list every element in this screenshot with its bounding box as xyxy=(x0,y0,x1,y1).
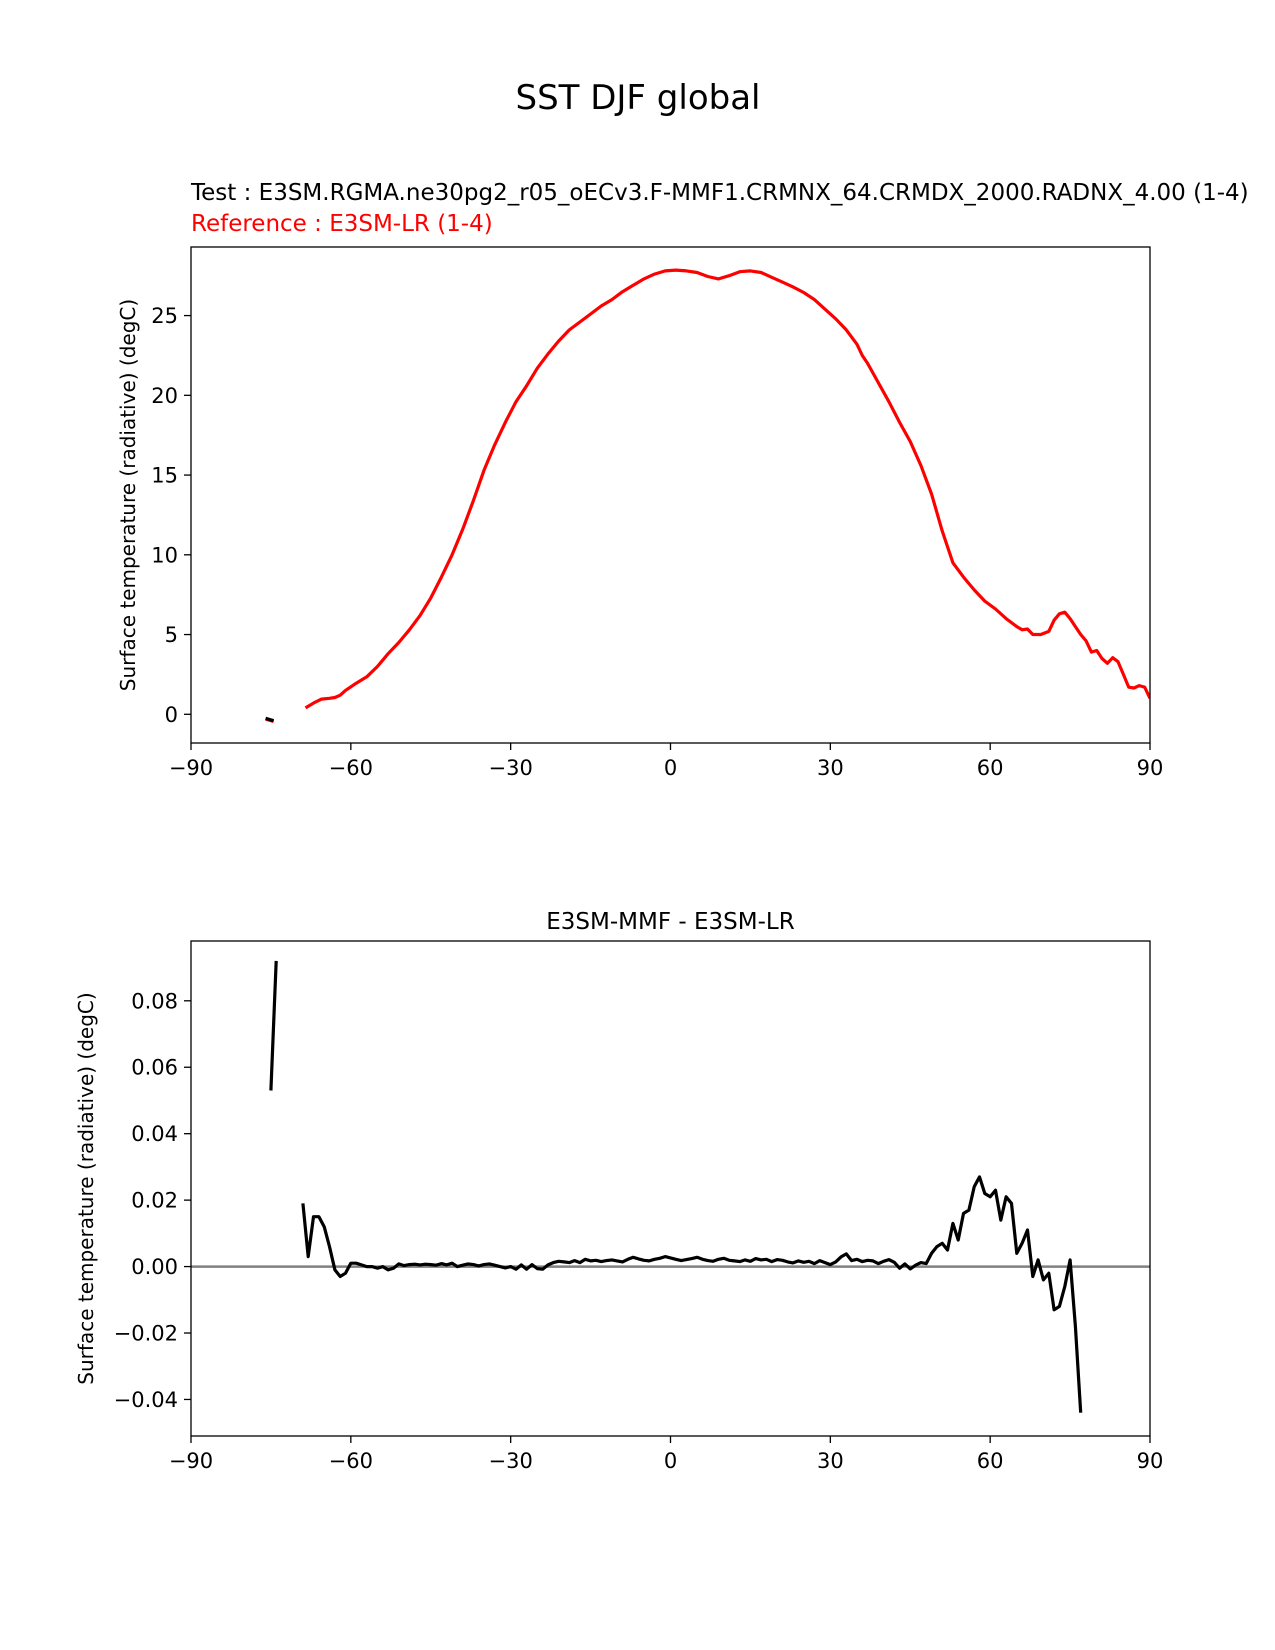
y-tick-label: −0.02 xyxy=(114,1322,178,1346)
x-tick-label: 0 xyxy=(664,756,677,780)
x-tick-label: 90 xyxy=(1137,1449,1164,1473)
x-tick-label: 30 xyxy=(817,756,844,780)
y-tick-label: 0.02 xyxy=(131,1189,178,1213)
x-tick-label: −30 xyxy=(489,756,533,780)
y-tick-label: 5 xyxy=(165,623,178,647)
series-line-1-segment-2 xyxy=(301,1175,1083,1413)
figure-title: SST DJF global xyxy=(515,78,760,118)
y-axis-label: Surface temperature (radiative) (degC) xyxy=(116,299,140,691)
reference-subtitle: Reference : E3SM-LR (1-4) xyxy=(191,211,493,237)
x-tick-label: 30 xyxy=(817,1449,844,1473)
series-line-1-segment-1 xyxy=(269,960,278,1091)
x-tick-label: −60 xyxy=(329,1449,373,1473)
x-tick-label: −30 xyxy=(489,1449,533,1473)
chart-panel-2: −90 −60 −30 0 30 60 90 −0.04 −0.02 0.00 0.02 0.04 0.… xyxy=(74,909,1163,1473)
y-tick-label: 0.04 xyxy=(131,1122,178,1146)
series-line-2-segment-1 xyxy=(265,716,275,723)
y-tick-label: 0.08 xyxy=(131,989,178,1013)
y-tick-label: 0 xyxy=(165,703,178,727)
y-tick-label: 0.00 xyxy=(131,1255,178,1279)
panel-title: E3SM-MMF - E3SM-LR xyxy=(546,909,794,935)
chart-panel-1: −90 −60 −30 0 30 60 90 0 5 10 15 20 25 Surface temper… xyxy=(116,180,1249,780)
x-tick-label: −60 xyxy=(329,756,373,780)
x-tick-label: 60 xyxy=(977,756,1004,780)
y-tick-label: 0.06 xyxy=(131,1056,178,1080)
y-axis-label: Surface temperature (radiative) (degC) xyxy=(74,992,98,1384)
y-tick-label: 15 xyxy=(151,464,178,488)
y-tick-label: 10 xyxy=(151,543,178,567)
y-tick-label: 25 xyxy=(151,304,178,328)
x-tick-label: 60 xyxy=(977,1449,1004,1473)
panels: −90 −60 −30 0 30 60 90 0 5 10 15 20 25 Surface temper… xyxy=(74,180,1249,1473)
series-line-1-segment-2 xyxy=(304,268,1150,710)
test-subtitle: Test : E3SM.RGMA.ne30pg2_r05_oECv3.F-MMF… xyxy=(190,180,1249,206)
y-tick-label: −0.04 xyxy=(114,1388,178,1412)
y-tick-label: 20 xyxy=(151,384,178,408)
x-tick-label: −90 xyxy=(169,1449,213,1473)
x-tick-label: 0 xyxy=(664,1449,677,1473)
x-tick-label: −90 xyxy=(169,756,213,780)
x-tick-label: 90 xyxy=(1137,756,1164,780)
